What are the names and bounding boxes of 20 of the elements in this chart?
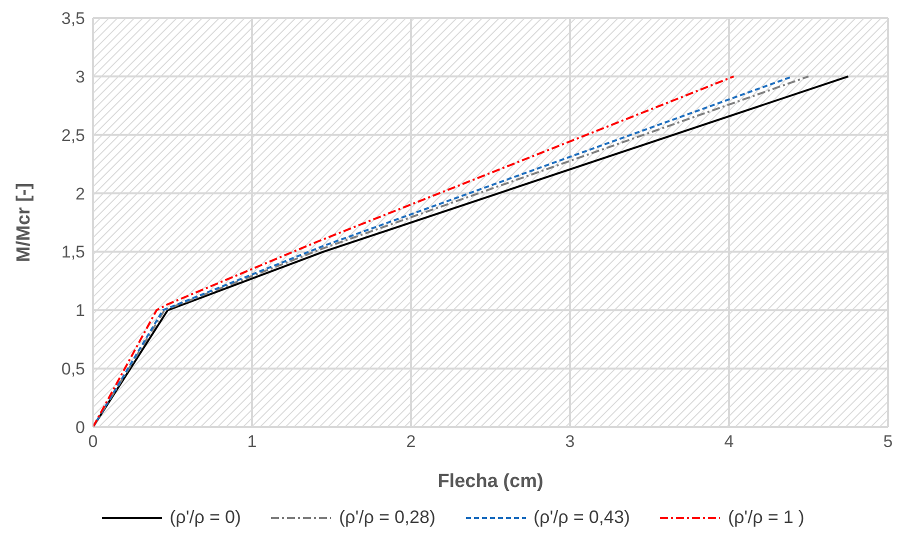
y-tick-label: 3,5 <box>61 9 85 28</box>
y-tick-label: 0,5 <box>61 360 85 379</box>
x-tick-label: 5 <box>883 432 893 452</box>
x-tick-label: 0 <box>88 432 98 452</box>
x-tick-label: 3 <box>565 432 575 452</box>
y-tick-label: 3 <box>76 67 85 86</box>
y-tick-label: 2 <box>76 184 85 204</box>
x-axis-title: Flecha (cm) <box>438 471 544 492</box>
x-tick-label: 2 <box>406 432 416 452</box>
x-tick-label: 4 <box>724 432 734 452</box>
y-tick-label: 2,5 <box>61 126 85 145</box>
legend-label: (ρ'/ρ = 0,28) <box>338 507 436 528</box>
x-tick-label: 1 <box>247 432 257 452</box>
legend-label: (ρ'/ρ = 1 ) <box>726 507 804 528</box>
y-axis-title: M/Mcr [-] <box>14 182 35 262</box>
y-tick-label: 1 <box>76 301 85 320</box>
y-tick-label: 0 <box>76 418 85 438</box>
legend-label: (ρ'/ρ = 0) <box>168 507 242 528</box>
legend-label: (ρ'/ρ = 0,43) <box>532 507 630 528</box>
y-tick-label: 1,5 <box>61 242 85 262</box>
